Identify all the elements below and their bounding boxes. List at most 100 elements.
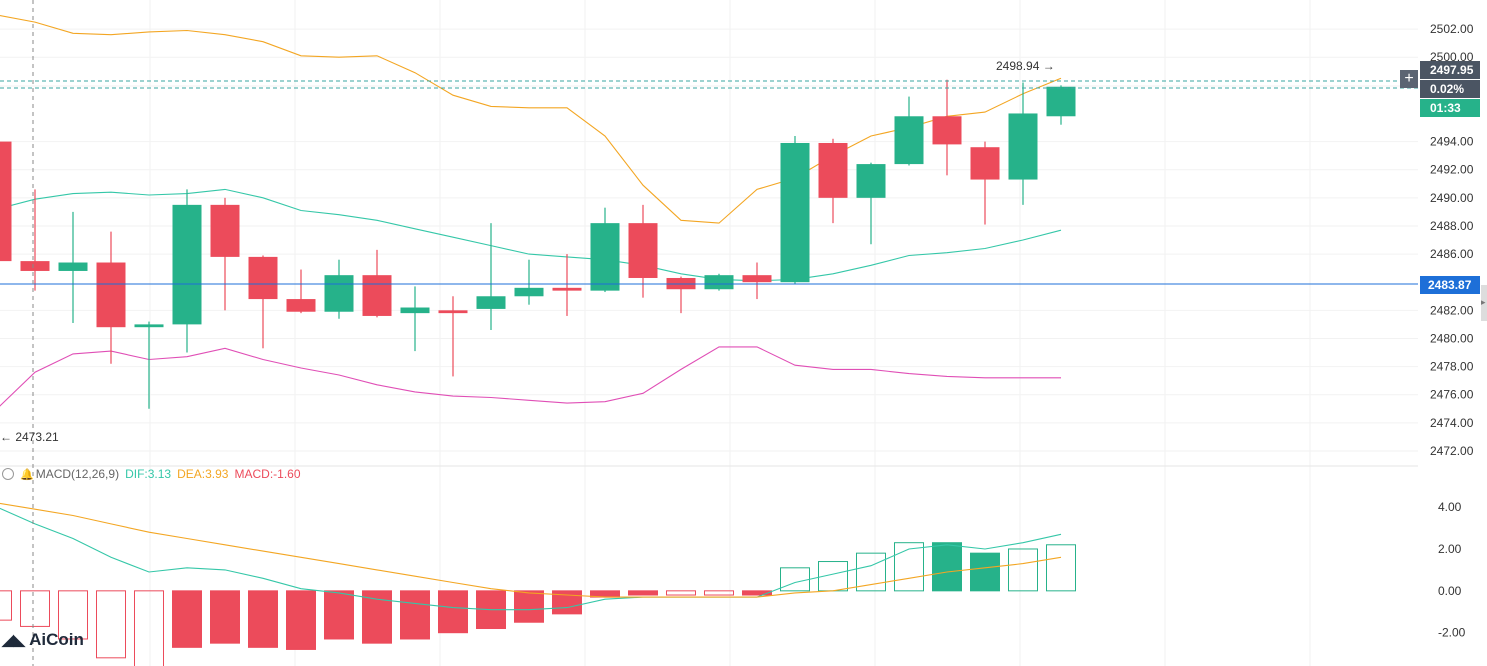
line-price-tag: 2483.87 xyxy=(1420,276,1480,294)
macd-bar-negative xyxy=(134,590,164,666)
macd-bar-positive xyxy=(780,567,810,592)
candle-up xyxy=(324,275,354,312)
macd-bar-negative xyxy=(438,590,468,634)
candle-down xyxy=(210,204,240,257)
macd-bar-negative xyxy=(20,590,50,627)
price-tick-label: 2492.00 xyxy=(1430,163,1474,177)
brand-logo: ◢◣ AiCoin xyxy=(2,630,84,650)
candle-up xyxy=(1008,113,1038,180)
macd-bar-negative xyxy=(742,590,772,596)
current-price-tag: 2497.95 xyxy=(1420,61,1480,79)
price-axis: 2502.00 2500.00 2494.00 2492.00 2490.00 2488.… xyxy=(1430,22,1474,640)
macd-bar-negative xyxy=(172,590,202,648)
price-tick-label: 2494.00 xyxy=(1430,135,1474,149)
change-percent: 0.02% xyxy=(1430,82,1465,96)
candle-up xyxy=(1046,86,1076,117)
macd-tick-label: 2.00 xyxy=(1438,542,1462,556)
price-tick-label: 2500.00 xyxy=(1430,50,1474,64)
price-tick-label: 2486.00 xyxy=(1430,247,1474,261)
macd-bar-negative xyxy=(400,590,430,640)
boll-lower-line xyxy=(0,346,1061,407)
candle-up xyxy=(704,275,734,290)
price-tick-label: 2488.00 xyxy=(1430,219,1474,233)
macd-bar-negative xyxy=(210,590,240,644)
macd-bar-negative xyxy=(324,590,354,640)
boll-mid-line xyxy=(0,188,1062,282)
macd-bar-negative xyxy=(628,590,658,596)
boll-upper-line xyxy=(0,15,1062,224)
candles xyxy=(0,79,1076,409)
crosshair-guides xyxy=(0,0,1418,666)
candle-down xyxy=(818,142,848,198)
line-price: 2483.87 xyxy=(1428,278,1472,292)
macd-value: MACD:-1.60 xyxy=(234,467,301,481)
candle-up xyxy=(894,116,924,165)
aicoin-logo-icon: ◢◣ xyxy=(2,632,26,649)
macd-bar-negative xyxy=(58,590,88,640)
macd-bar-negative xyxy=(96,590,126,659)
price-tick-label: 2482.00 xyxy=(1430,303,1474,317)
annotations: 2498.94 → ← 2473.21 xyxy=(0,59,1055,444)
candle-down xyxy=(0,141,12,262)
candle-down xyxy=(20,261,50,271)
bollinger-bands xyxy=(0,15,1062,407)
macd-bar-negative xyxy=(248,590,278,648)
macd-panel xyxy=(0,502,1076,666)
macd-bar-positive xyxy=(932,542,962,592)
price-tick-label: 2480.00 xyxy=(1430,331,1474,345)
macd-legend: 🔔 MACD(12,26,9) DIF:3.13 DEA:3.93 MACD:-… xyxy=(2,466,301,482)
price-tick-label: 2502.00 xyxy=(1430,22,1474,36)
grid xyxy=(0,0,1418,666)
candle-up xyxy=(172,204,202,325)
current-price: 2497.95 xyxy=(1430,63,1474,77)
macd-bar-positive xyxy=(856,552,886,592)
candle-up xyxy=(400,307,430,314)
high-price-label: 2498.94 → xyxy=(996,59,1055,73)
macd-bar-negative xyxy=(514,590,544,623)
price-tick-label: 2478.00 xyxy=(1430,360,1474,374)
candle-up xyxy=(590,223,620,291)
macd-bar-positive xyxy=(1008,548,1038,592)
macd-bar-negative xyxy=(0,590,12,621)
macd-bar-negative xyxy=(286,590,316,650)
macd-title: MACD(12,26,9) xyxy=(35,467,120,481)
candle-down xyxy=(286,299,316,312)
macd-dea-line xyxy=(0,502,1062,598)
candle-down xyxy=(248,256,278,300)
gear-icon[interactable] xyxy=(2,468,14,480)
price-tick-label: 2474.00 xyxy=(1430,416,1474,430)
low-price-label: ← 2473.21 xyxy=(0,430,59,444)
dif-value: DIF:3.13 xyxy=(125,467,172,481)
countdown: 01:33 xyxy=(1430,101,1461,115)
change-tag: 0.02% xyxy=(1420,80,1480,98)
candle-up xyxy=(134,324,164,328)
candle-down xyxy=(438,310,468,314)
macd-tick-label: 4.00 xyxy=(1438,500,1462,514)
chevron-right-icon: ▸ xyxy=(1481,297,1486,307)
macd-tick-label: 0.00 xyxy=(1438,584,1462,598)
macd-tick-label: -2.00 xyxy=(1438,626,1466,640)
dea-value: DEA:3.93 xyxy=(177,467,229,481)
candle-down xyxy=(362,275,392,316)
macd-bar-positive xyxy=(970,552,1000,592)
macd-bar-negative xyxy=(666,590,696,596)
candle-up xyxy=(514,287,544,297)
price-tick-label: 2476.00 xyxy=(1430,388,1474,402)
bell-icon[interactable]: 🔔 xyxy=(20,468,34,481)
candle-up xyxy=(476,296,506,309)
macd-bar-positive xyxy=(894,542,924,592)
candle-up xyxy=(856,164,886,198)
price-tick-label: 2490.00 xyxy=(1430,191,1474,205)
add-button[interactable]: + xyxy=(1400,70,1418,88)
scroll-handle[interactable]: ▸ xyxy=(1481,285,1487,321)
macd-bar-positive xyxy=(1046,544,1076,592)
candle-down xyxy=(742,275,772,283)
candle-down xyxy=(96,262,126,328)
countdown-tag: 01:33 xyxy=(1420,99,1480,117)
macd-bar-negative xyxy=(704,590,734,596)
candle-down xyxy=(970,147,1000,180)
candle-down xyxy=(552,287,582,291)
candle-up xyxy=(780,142,810,283)
candle-up xyxy=(58,262,88,271)
